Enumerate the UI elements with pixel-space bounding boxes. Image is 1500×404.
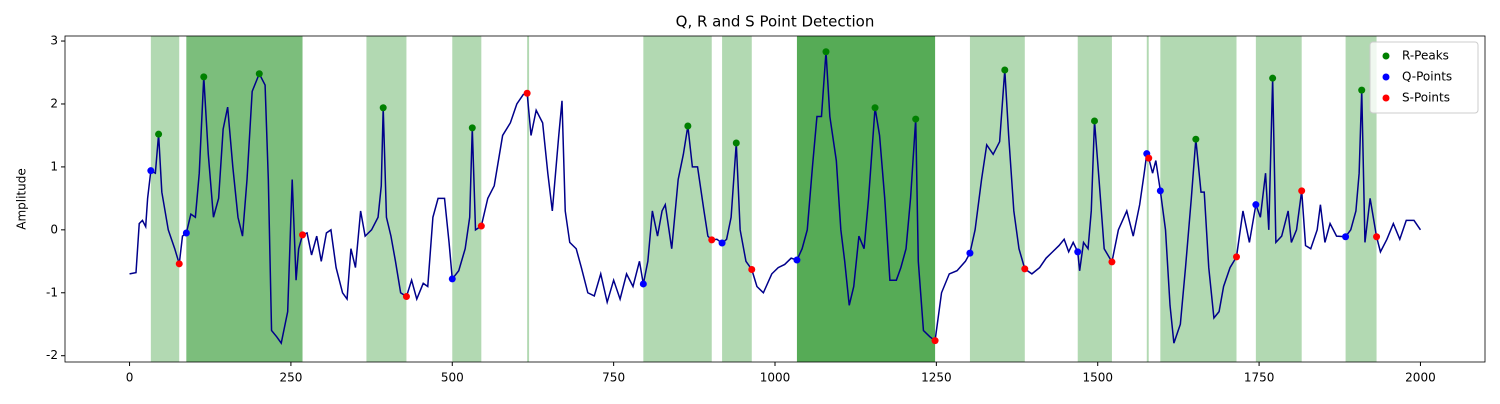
x-tick-label: 250 <box>279 371 302 385</box>
signal-line <box>129 51 1422 345</box>
legend-marker <box>1382 73 1390 81</box>
legend-label: S-Points <box>1402 91 1450 105</box>
point <box>1192 135 1200 143</box>
point <box>1108 258 1116 266</box>
y-tick-label: -1 <box>46 285 58 299</box>
y-tick-label: 1 <box>50 159 58 173</box>
point <box>1342 233 1350 241</box>
point <box>1145 154 1153 162</box>
plot-frame <box>64 35 1486 363</box>
highlight-span <box>722 36 752 362</box>
point <box>468 124 476 132</box>
point <box>175 260 183 268</box>
highlight-span <box>969 36 1025 362</box>
point <box>255 70 263 78</box>
point <box>379 104 387 112</box>
point <box>523 89 531 97</box>
point <box>1021 265 1029 273</box>
point <box>1156 187 1164 195</box>
point <box>1269 74 1277 82</box>
point <box>200 73 208 81</box>
point <box>639 280 647 288</box>
x-tick-label: 1750 <box>1244 371 1275 385</box>
point <box>448 275 456 283</box>
point <box>1252 201 1260 209</box>
point <box>732 139 740 147</box>
point <box>1074 248 1082 256</box>
highlight-span <box>186 36 303 362</box>
point <box>402 293 410 301</box>
point <box>147 167 155 175</box>
highlight-span <box>796 36 936 362</box>
legend-label: Q-Points <box>1402 70 1452 84</box>
point <box>299 231 307 239</box>
highlight-span <box>186 36 303 362</box>
x-tick-label: 1500 <box>1082 371 1113 385</box>
highlight-span <box>1255 36 1302 362</box>
point <box>1091 117 1098 125</box>
chart-title: Q, R and S Point Detection <box>676 13 875 31</box>
legend-label: R-Peaks <box>1402 49 1449 63</box>
y-tick-label: 3 <box>50 34 58 48</box>
point <box>1298 187 1306 195</box>
point <box>1358 86 1366 94</box>
point <box>1233 253 1240 261</box>
x-tick-label: 500 <box>441 371 464 385</box>
x-tick-label: 1250 <box>921 371 952 385</box>
highlight-span <box>150 36 180 362</box>
x-tick-label: 1000 <box>760 371 791 385</box>
point <box>182 229 190 237</box>
y-axis-label: Amplitude <box>15 168 29 230</box>
point <box>793 256 801 264</box>
highlight-span <box>796 36 936 362</box>
x-tick-label: 0 <box>126 371 134 385</box>
highlight-span <box>527 36 530 362</box>
point <box>718 239 726 247</box>
highlight-span <box>1146 36 1149 362</box>
point <box>931 337 939 345</box>
legend-marker <box>1382 94 1390 102</box>
point <box>748 265 756 273</box>
highlight-span <box>1160 36 1237 362</box>
point <box>155 130 163 138</box>
point <box>708 236 716 244</box>
point <box>1001 66 1009 74</box>
x-tick-label: 2000 <box>1405 371 1436 385</box>
y-tick-label: 0 <box>50 222 58 236</box>
legend-box <box>1369 41 1479 114</box>
highlight-span <box>1077 36 1112 362</box>
x-tick-label: 750 <box>602 371 625 385</box>
point <box>1373 233 1381 241</box>
point <box>684 122 692 130</box>
point <box>822 48 830 56</box>
point <box>966 249 974 257</box>
legend-marker <box>1382 52 1390 60</box>
highlight-span <box>452 36 482 362</box>
point <box>912 115 920 123</box>
point <box>477 222 485 230</box>
point <box>871 104 879 112</box>
y-tick-label: 2 <box>50 96 58 110</box>
y-tick-label: -2 <box>46 348 58 362</box>
highlight-span <box>643 36 712 362</box>
highlight-span <box>796 36 936 362</box>
